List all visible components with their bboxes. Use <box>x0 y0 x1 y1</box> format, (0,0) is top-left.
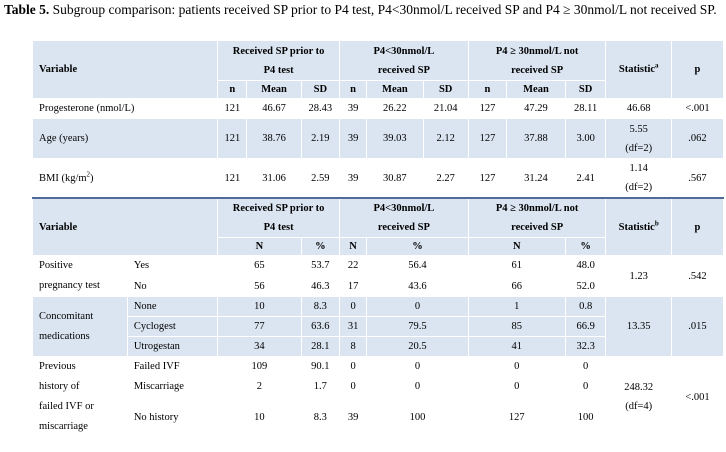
table-row: No 56 46.3 17 43.6 66 52.0 <box>33 275 724 297</box>
col-N: N <box>339 237 368 256</box>
row-label: Age (years) <box>31 118 219 159</box>
table-row: Cyclogest 77 63.6 31 79.5 85 66.9 <box>33 316 724 337</box>
group-label: Positive pregnancy test <box>32 255 128 297</box>
group-label: Previous history of failed IVF or miscarria… <box>32 356 128 438</box>
caption-label: Table 5. <box>4 2 50 17</box>
statistic-header: Statisticb <box>605 197 672 256</box>
group3-header: P4 ≥ 30nmol/L not received SP <box>467 40 607 81</box>
statistic-header: Statistica <box>605 40 672 99</box>
group-label: Concomitant medications <box>32 296 128 357</box>
group3-header: P4 ≥ 30nmol/L not received SP <box>467 197 607 238</box>
bottom-header-row: Variable Received SP prior to P4 test P4<… <box>31 197 725 256</box>
variable-header: Variable <box>31 40 219 99</box>
col-mean: Mean <box>506 80 566 99</box>
table-row: Age (years) 121 38.76 2.19 39 39.03 2.12 127… <box>31 118 725 159</box>
table-caption: Table 5. Subgroup comparison: patients r… <box>4 2 720 18</box>
row-label: Progesterone (nmol/L) <box>31 98 219 119</box>
table-row: Progesterone (nmol/L) 121 46.67 28.43 39 26… <box>31 98 725 119</box>
group2-header: P4<30nmol/L received SP <box>339 197 469 238</box>
col-pct: % <box>564 237 607 256</box>
statistic-cell: 1.14 (df=2) <box>605 158 672 199</box>
subgroup-table: Variable Received SP prior to P4 test P4<… <box>31 40 725 438</box>
top-header-row: Variable Received SP prior to P4 test P4<… <box>31 40 725 99</box>
group2-header: P4<30nmol/L received SP <box>339 40 469 81</box>
statistic-cell: 5.55 (df=2) <box>605 118 672 159</box>
row-label: BMI (kg/m2) <box>31 158 219 199</box>
col-n: n <box>467 80 508 99</box>
group1-header: Received SP prior to P4 test <box>217 40 341 81</box>
col-n: n <box>339 80 368 99</box>
col-N: N <box>467 237 566 256</box>
caption-text: Subgroup comparison: patients received S… <box>49 2 717 17</box>
col-sd: SD <box>564 80 607 99</box>
col-pct: % <box>300 237 341 256</box>
table-row: BMI (kg/m2) 121 31.06 2.59 39 30.87 2.27 127… <box>31 158 725 199</box>
col-mean: Mean <box>366 80 424 99</box>
p-header: p <box>670 40 725 99</box>
bottom-subheader-row: N% N% N% <box>33 237 724 256</box>
col-n: n <box>217 80 248 99</box>
col-pct: % <box>366 237 469 256</box>
table-row: Positive pregnancy test Yes 65 53.7 22 56.4… <box>32 255 725 297</box>
col-sd: SD <box>300 80 341 99</box>
group1-header: Received SP prior to P4 test <box>217 197 341 238</box>
variable-header: Variable <box>31 197 219 256</box>
col-sd: SD <box>422 80 469 99</box>
col-N: N <box>217 237 302 256</box>
col-mean: Mean <box>246 80 302 99</box>
table-row: Utrogestan 34 28.1 8 20.5 41 32.3 <box>33 336 724 357</box>
p-header: p <box>670 197 725 256</box>
table-row: Previous history of failed IVF or miscarria… <box>32 355 725 438</box>
table-row: No history 10 8.3 39 100 127 100 <box>33 396 724 438</box>
statistic-cell: 248.32 (df=4) <box>605 356 672 438</box>
